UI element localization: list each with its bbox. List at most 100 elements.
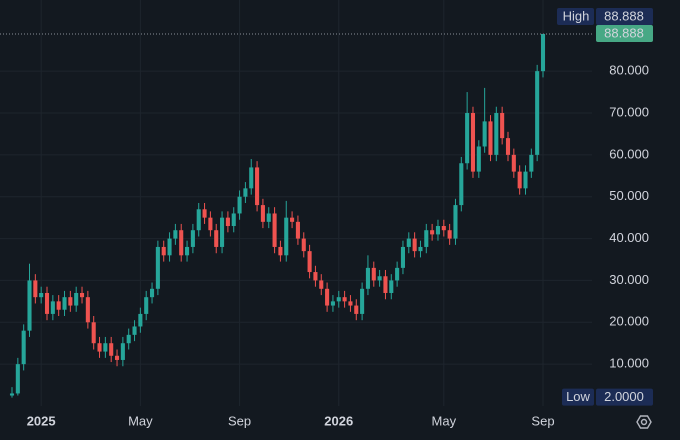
high-value-box [596, 8, 653, 25]
candle-body [231, 213, 236, 227]
candle-body [138, 313, 143, 327]
candle-body [371, 267, 376, 281]
candle-body [114, 355, 120, 360]
candle-body [179, 230, 184, 256]
low-value-box [596, 388, 653, 406]
candle-body [424, 230, 429, 247]
y-tick-label: 70.000 [609, 104, 649, 119]
candle-body [220, 217, 225, 247]
candle-body [120, 343, 125, 360]
candle-body [535, 71, 540, 155]
labels: 10.000 20.000 30.000 40.000 50.000 60.000 70.0… [27, 8, 653, 428]
candle-body [389, 280, 394, 293]
candle-body [365, 267, 370, 289]
candle-body [301, 238, 306, 252]
candle-body [435, 226, 441, 235]
candle-body [336, 297, 341, 302]
x-tick-label: May [432, 413, 457, 428]
candle-body [319, 280, 324, 289]
x-tick-label: May [128, 413, 153, 428]
settings-hexagon [636, 415, 652, 429]
candle-body [488, 121, 493, 155]
high-label-box [557, 8, 594, 25]
settings-center [640, 418, 648, 426]
candle-body [185, 246, 190, 256]
candle-body [517, 171, 522, 189]
candle-body [33, 280, 38, 298]
candle-body [383, 276, 388, 293]
candle-body [214, 230, 219, 247]
candle-body [9, 393, 15, 396]
candle-body [173, 230, 178, 239]
candle-body [348, 301, 353, 306]
candle-body [418, 246, 423, 252]
low-value: 2.0000 [604, 389, 644, 404]
grid [0, 0, 592, 406]
candle-body [97, 343, 102, 352]
candle-body [272, 213, 277, 247]
candle-body [290, 217, 295, 222]
candle-body [453, 205, 458, 239]
candle-body [202, 209, 207, 218]
candle-body [68, 297, 73, 306]
candle-body [406, 238, 411, 247]
candle-body [150, 288, 155, 298]
candle-body [21, 330, 26, 365]
candle-body [196, 209, 201, 231]
high-label: High [563, 8, 590, 23]
x-tick-label: Sep [531, 413, 554, 428]
candle-body [91, 322, 96, 344]
candle-body [540, 33, 546, 72]
candle-body [511, 154, 516, 172]
x-tick-label: 2026 [324, 413, 353, 428]
candle-body [447, 230, 452, 239]
candle-body [161, 246, 166, 256]
candle-body [167, 238, 172, 256]
candle-body [243, 188, 248, 197]
candle-body [529, 154, 534, 172]
candle-body [523, 171, 528, 189]
candle-body [109, 343, 114, 356]
y-tick-label: 30.000 [609, 272, 649, 287]
candle-body [249, 167, 254, 189]
candle-body [377, 276, 382, 281]
settings-icon[interactable] [636, 415, 652, 429]
candle-body [190, 230, 195, 247]
candle-body [360, 288, 365, 314]
candle-body [470, 113, 476, 172]
candle-body [494, 113, 499, 155]
candle-body [155, 246, 160, 289]
candle-body [56, 301, 61, 310]
y-tick-label: 60.000 [609, 146, 649, 161]
candle-body [412, 238, 417, 252]
candle-body [15, 364, 20, 394]
candle-body [307, 251, 312, 273]
candle-body [313, 272, 318, 281]
candle-body [395, 267, 400, 281]
candle-body [500, 113, 505, 139]
candle-body [465, 113, 470, 164]
low-label: Low [566, 389, 590, 404]
candle-body [85, 297, 90, 323]
candle-body [62, 297, 67, 310]
candle-body [505, 138, 511, 155]
candles [0, 33, 592, 398]
candle-body [225, 217, 230, 227]
y-tick-label: 20.000 [609, 314, 649, 329]
candle-body [44, 292, 50, 314]
candle-body [103, 343, 108, 352]
last-price: 88.888 [604, 25, 644, 40]
candle-body [441, 226, 446, 231]
candle-body [255, 167, 260, 206]
x-tick-label: Sep [228, 413, 251, 428]
candle-body [39, 292, 44, 298]
candle-body [260, 205, 265, 222]
last-price-box [596, 24, 653, 42]
candle-body [330, 301, 335, 306]
candle-body [284, 217, 289, 256]
candle-body [342, 297, 347, 302]
candle-body [50, 301, 55, 314]
candle-body [27, 280, 32, 331]
